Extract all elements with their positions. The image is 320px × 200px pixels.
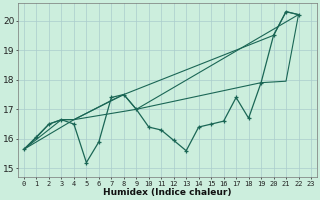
X-axis label: Humidex (Indice chaleur): Humidex (Indice chaleur) <box>103 188 232 197</box>
